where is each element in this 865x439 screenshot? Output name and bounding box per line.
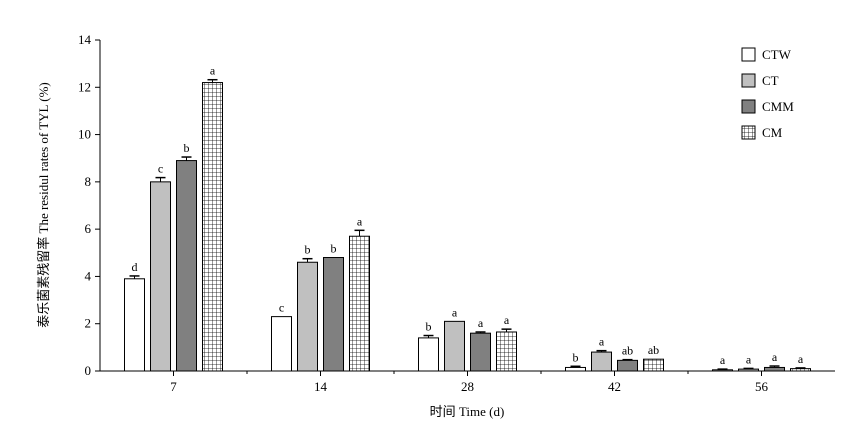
y-axis-title: 泰乐菌素残留率 The residul rates of TYL (%): [36, 82, 51, 328]
y-tick-label: 4: [85, 268, 92, 283]
x-tick-label: 56: [755, 379, 769, 394]
bar-cm-28: [496, 331, 517, 372]
bar-cm-14: [349, 235, 370, 372]
bar-cmm-14: [323, 257, 344, 372]
significance-letter: a: [798, 352, 804, 366]
significance-letter: a: [599, 335, 605, 349]
legend-label-ctw: CTW: [762, 47, 792, 62]
y-tick-label: 6: [85, 221, 92, 236]
bar-cm-7: [202, 82, 223, 372]
bar-ctw-42: [565, 366, 586, 372]
bar-ct-28: [444, 320, 465, 372]
significance-letter: a: [452, 305, 458, 319]
x-tick-label: 14: [314, 379, 328, 394]
legend-label-ct: CT: [762, 73, 779, 88]
bars: [124, 82, 811, 372]
x-tick-label: 42: [608, 379, 621, 394]
bar-ct-42: [591, 351, 612, 372]
significance-letter: a: [210, 64, 216, 78]
bar-ctw-56: [712, 369, 733, 372]
bar-ct-14: [297, 261, 318, 372]
bar-cmm-42: [617, 359, 638, 372]
error-bars: [129, 78, 806, 370]
significance-letter: a: [772, 350, 778, 364]
x-tick-label: 7: [170, 379, 177, 394]
bar-cm-42: [643, 358, 664, 372]
y-tick-label: 2: [85, 316, 92, 331]
bar-ct-56: [738, 368, 759, 372]
bar-ctw-7: [124, 278, 145, 372]
bar-ct-7: [150, 181, 171, 372]
y-tick-label: 10: [78, 127, 91, 142]
significance-letter: a: [746, 352, 752, 366]
bar-cm-56: [790, 368, 811, 372]
significance-letter: b: [426, 320, 432, 334]
significance-letter: b: [331, 242, 337, 256]
bar-ctw-28: [418, 337, 439, 372]
bar-ctw-14: [271, 316, 292, 372]
significance-letter: ab: [622, 344, 633, 358]
legend-swatch-cm: [741, 125, 756, 140]
legend-swatch-ct: [741, 73, 756, 88]
bar-cmm-7: [176, 160, 197, 372]
significance-letter: ab: [648, 343, 659, 357]
significance-letter: a: [720, 353, 726, 367]
bar-cmm-56: [764, 366, 785, 372]
significance-letter: c: [158, 162, 163, 176]
y-tick-label: 12: [78, 79, 91, 94]
significance-letter: c: [279, 301, 284, 315]
bar-cmm-28: [470, 332, 491, 372]
y-tick-label: 8: [85, 174, 92, 189]
x-tick-label: 28: [461, 379, 474, 394]
x-axis-title: 时间 Time (d): [430, 404, 505, 419]
x-ticks: 7 14 28 42 56: [170, 371, 769, 394]
significance-letter: b: [184, 141, 190, 155]
y-ticks: 0 2 4 6 8 10 12 14: [78, 32, 100, 378]
legend-label-cmm: CMM: [762, 99, 794, 114]
legend-label-cm: CM: [762, 125, 783, 140]
legend-swatch-ctw: [741, 47, 756, 62]
significance-letter: a: [357, 214, 363, 228]
significance-letter: a: [504, 313, 510, 327]
significance-letter: b: [305, 243, 311, 257]
y-tick-label: 0: [85, 363, 92, 378]
y-tick-label: 14: [78, 32, 92, 47]
significance-letter: a: [478, 316, 484, 330]
significance-letter: b: [573, 350, 579, 364]
significance-letter: d: [132, 260, 138, 274]
legend-swatch-cmm: [741, 99, 756, 114]
legend: CTW CT CMM CM: [741, 47, 794, 140]
